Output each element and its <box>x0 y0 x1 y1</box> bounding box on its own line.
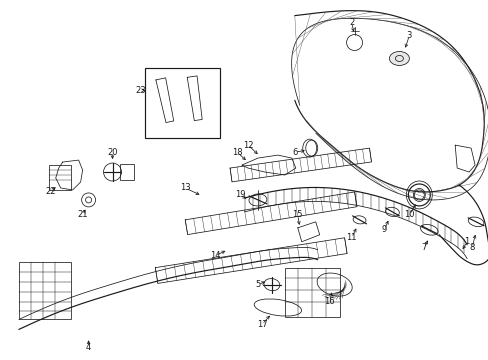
Text: 17: 17 <box>256 320 267 329</box>
Text: 23: 23 <box>135 86 145 95</box>
Bar <box>19 262 71 319</box>
Text: 22: 22 <box>45 188 56 197</box>
Text: 11: 11 <box>346 233 356 242</box>
Bar <box>145 68 220 138</box>
Bar <box>49 165 71 190</box>
Text: 19: 19 <box>234 190 245 199</box>
Text: 18: 18 <box>231 148 242 157</box>
Text: 8: 8 <box>468 243 474 252</box>
Text: 20: 20 <box>107 148 118 157</box>
Text: 4: 4 <box>86 343 91 352</box>
Text: 9: 9 <box>381 225 386 234</box>
Text: 10: 10 <box>403 210 414 219</box>
Text: 2: 2 <box>348 18 353 27</box>
Text: 3: 3 <box>406 31 411 40</box>
Text: 13: 13 <box>180 184 190 193</box>
Text: 6: 6 <box>291 148 297 157</box>
Text: 1: 1 <box>464 237 469 246</box>
Bar <box>120 164 134 180</box>
Text: 15: 15 <box>292 210 303 219</box>
Text: 7: 7 <box>421 243 426 252</box>
Text: 5: 5 <box>255 280 260 289</box>
Ellipse shape <box>388 51 408 66</box>
Bar <box>285 268 339 318</box>
Text: 14: 14 <box>209 251 220 260</box>
Text: 16: 16 <box>324 297 334 306</box>
Text: 21: 21 <box>77 210 88 219</box>
Text: 12: 12 <box>242 141 253 150</box>
